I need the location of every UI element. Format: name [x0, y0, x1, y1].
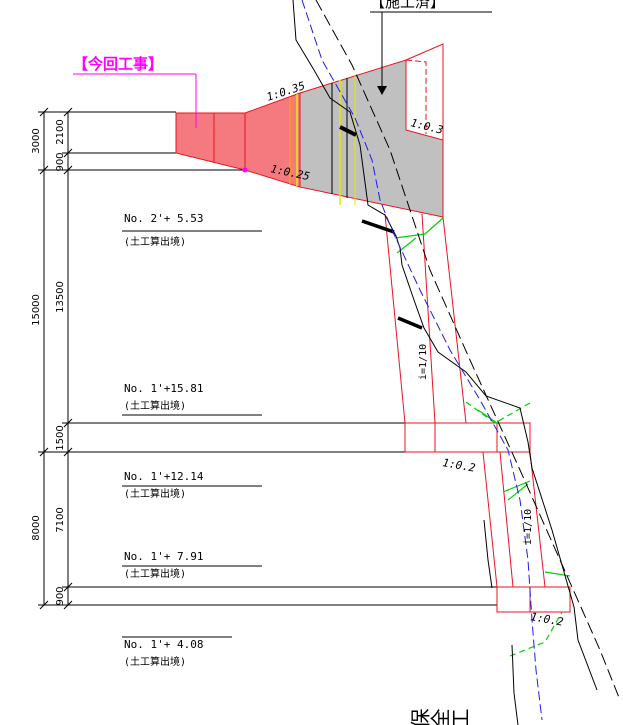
station-label-1: No. 2'+ 5.53 (土工算出境): [122, 212, 262, 248]
current-work-block: [175, 92, 301, 188]
svg-text:(土工算出境): (土工算出境): [124, 655, 186, 668]
dim-outer-15000: 15000: [31, 294, 42, 326]
svg-text:(土工算出境): (土工算出境): [124, 399, 186, 412]
dim-outer-8000: 8000: [31, 515, 42, 540]
callout-completed: 【施工済】: [370, 0, 492, 95]
station-label-4: No. 1'+ 7.91 (土工算出境): [122, 550, 262, 580]
dim-outer-3000: 3000: [31, 128, 42, 153]
dashed-centerline: [315, 0, 621, 701]
svg-text:No. 1'+15.81: No. 1'+15.81: [124, 382, 203, 395]
dim-inner-2100: 2100: [55, 119, 66, 144]
dimension-lines: [38, 111, 497, 606]
svg-text:No. 1'+ 7.91: No. 1'+ 7.91: [124, 550, 203, 563]
dim-inner-900-top: 900: [55, 152, 66, 171]
svg-text:【施工済】: 【施工済】: [370, 0, 445, 11]
svg-text:(土工算出境): (土工算出境): [124, 567, 186, 580]
dim-inner-7100: 7100: [55, 507, 66, 532]
svg-text:(土工算出境): (土工算出境): [124, 235, 186, 248]
blue-dashed-line: [301, 0, 543, 721]
completed-block: [299, 43, 444, 218]
callout-current-work: 【今回工事】: [73, 55, 197, 128]
station-label-3: No. 1'+12.14 (土工算出境): [122, 470, 262, 500]
ground-line: [292, 0, 598, 725]
vertical-title: 保全工: [410, 708, 470, 725]
station-label-2: No. 1'+15.81 (土工算出境): [122, 382, 262, 416]
green-lines: [394, 217, 571, 657]
slope-walls: [384, 213, 571, 613]
dim-inner-900-bottom: 900: [55, 586, 66, 605]
arrow-down-icon: [377, 86, 387, 95]
dim-inner-1500: 1500: [55, 425, 66, 450]
svg-text:【今回工事】: 【今回工事】: [73, 55, 163, 73]
gradient-label-lower: i=1/10: [523, 509, 534, 545]
svg-text:No. 1'+12.14: No. 1'+12.14: [124, 470, 204, 483]
thick-marks: [361, 219, 423, 330]
dimension-ticks: [39, 107, 73, 610]
svg-text:No. 2'+ 5.53: No. 2'+ 5.53: [124, 212, 203, 225]
gradient-label-upper: i=1/10: [418, 344, 429, 380]
svg-text:No. 1'+ 4.08: No. 1'+ 4.08: [124, 638, 203, 651]
station-label-5: No. 1'+ 4.08 (土工算出境): [122, 636, 232, 668]
reference-point: [242, 167, 248, 173]
slope-label-lower: 1:0.2: [529, 610, 564, 629]
slope-label-middle: 1:0.2: [441, 456, 476, 475]
dim-inner-13500: 13500: [55, 281, 66, 313]
svg-text:(土工算出境): (土工算出境): [124, 487, 186, 500]
